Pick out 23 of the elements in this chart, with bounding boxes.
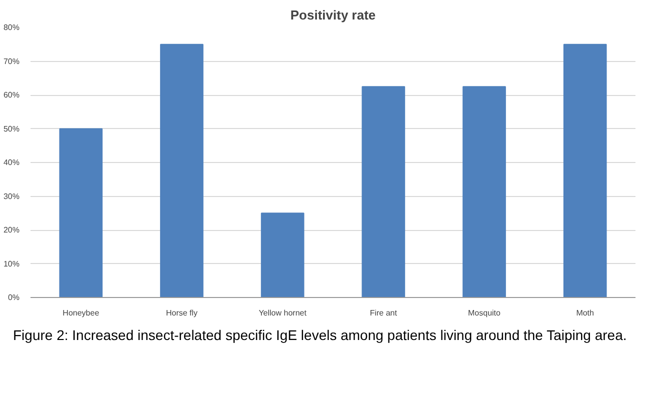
x-tick-label: Fire ant: [370, 308, 398, 318]
x-tick-label: Horse fly: [166, 308, 198, 318]
chart-title: Positivity rate: [290, 8, 376, 22]
bar: [160, 44, 204, 298]
y-tick-label: 80%: [3, 23, 20, 32]
y-tick-label: 30%: [3, 192, 20, 201]
caption: Figure 2: Increased insect-related specific IgE levels among patients living around the Taiping area.: [13, 326, 628, 345]
bar: [362, 86, 406, 298]
bar: [260, 212, 304, 298]
y-tick-label: 20%: [3, 226, 20, 234]
y-tick-label: 50%: [3, 124, 20, 134]
y-tick-label: 60%: [3, 90, 20, 100]
x-tick-label: Moth: [576, 308, 594, 318]
x-tick-label: Mosquito: [468, 308, 502, 318]
y-tick-label: 0%: [8, 293, 20, 302]
x-tick-label: Yellow hornet: [258, 308, 308, 318]
bar: [59, 128, 103, 298]
y-tick-label: 40%: [3, 158, 20, 167]
y-tick-label: 70%: [3, 56, 20, 66]
y-tick-label: 10%: [3, 259, 20, 268]
bar: [563, 44, 607, 298]
x-tick-label: Honeybee: [62, 308, 100, 318]
bar: [462, 86, 506, 298]
